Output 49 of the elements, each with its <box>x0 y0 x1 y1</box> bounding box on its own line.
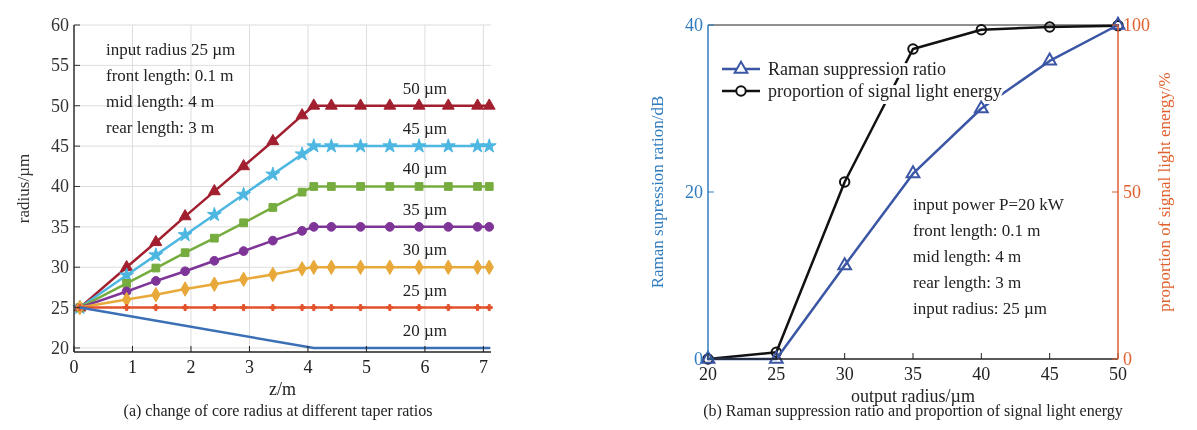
series-label: 50 µm <box>402 78 448 98</box>
series-label: 20 µm <box>402 320 448 340</box>
y-tick-label: 40 <box>685 15 703 35</box>
x-tick-label: 35 <box>904 364 922 384</box>
annotation: front length: 0.1 m <box>106 66 234 85</box>
annotation: mid length: 4 m <box>913 247 1022 266</box>
y2-tick-label: 50 <box>1123 182 1141 202</box>
y2-axis-title: proportion of signal light energy/% <box>1155 72 1174 312</box>
y-tick-label: 20 <box>685 182 703 202</box>
series-label: 25 µm <box>402 280 448 300</box>
annotation: front length: 0.1 m <box>913 221 1041 240</box>
x-tick-label: 7 <box>478 357 488 377</box>
annotation: input power P=20 kW <box>913 195 1065 214</box>
x-tick-label: 40 <box>972 364 991 384</box>
y-tick-label: 20 <box>51 337 69 358</box>
annotation: input radius: 25 µm <box>913 299 1047 318</box>
x-tick-label: 50 <box>1109 364 1127 384</box>
annotation: rear length: 3 m <box>913 273 1022 292</box>
x-tick-label: 4 <box>303 357 313 377</box>
y-tick-label: 40 <box>51 176 69 197</box>
series-label: 30 µm <box>402 240 448 260</box>
y-tick-label: 25 <box>51 297 69 318</box>
y-axis-title: Raman supression ration/dB <box>648 95 667 289</box>
x-tick-label: 20 <box>699 364 717 384</box>
x-axis-title: output radius/µm <box>851 386 975 406</box>
x-tick-label: 25 <box>767 364 786 384</box>
annotation: mid length: 4 m <box>106 92 215 111</box>
x-tick-label: 2 <box>186 357 196 377</box>
x-tick-label: 1 <box>127 357 137 377</box>
x-tick-label: 3 <box>244 357 254 377</box>
x-tick-label: 30 <box>835 364 854 384</box>
x-tick-label: 45 <box>1040 364 1059 384</box>
series-label: 40 µm <box>402 159 448 179</box>
series-label: 45 µm <box>402 119 448 139</box>
y-tick-label: 50 <box>51 95 69 116</box>
series-label: 35 µm <box>402 199 448 219</box>
x-tick-label: 6 <box>420 357 430 377</box>
y-tick-label: 55 <box>51 55 69 76</box>
y-tick-label: 35 <box>51 216 69 237</box>
y-tick-label: 45 <box>51 136 69 157</box>
annotation: input radius 25 µm <box>106 40 236 59</box>
x-tick-label: 5 <box>361 357 371 377</box>
y-axis-title: radius/µm <box>14 153 33 224</box>
y-tick-label: 30 <box>51 257 69 278</box>
annotation: rear length: 3 m <box>106 118 215 137</box>
x-axis-title: z/m <box>269 379 296 399</box>
y-tick-label: 60 <box>51 15 69 35</box>
text: (a) change of core radius at different taper ratios <box>123 402 433 420</box>
y2-tick-label: 100 <box>1123 15 1150 35</box>
